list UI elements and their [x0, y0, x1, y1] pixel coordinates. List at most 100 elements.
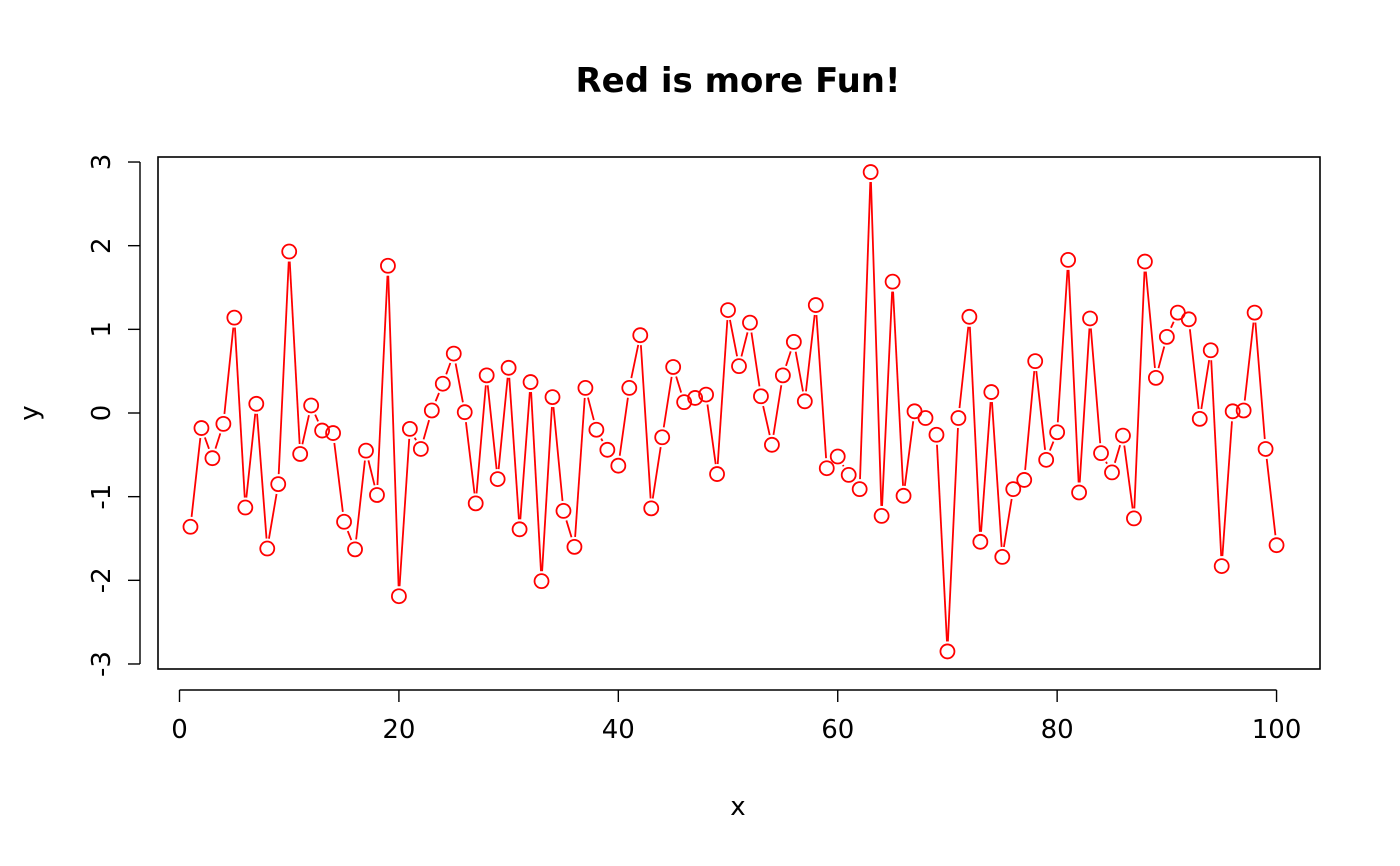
- series-segment: [740, 332, 749, 357]
- data-point: [588, 421, 605, 438]
- series-segment: [706, 404, 717, 465]
- series-segment: [475, 385, 487, 494]
- data-point: [709, 466, 725, 482]
- series-segment: [1089, 328, 1102, 444]
- data-point: [840, 467, 857, 483]
- series-segment: [541, 407, 553, 572]
- data-point: [358, 442, 374, 459]
- x-tick-label: 80: [1041, 715, 1074, 745]
- series-segment: [947, 427, 959, 642]
- data-point: [972, 533, 989, 550]
- data-point: [884, 273, 901, 290]
- series-segment: [1144, 271, 1156, 368]
- data-point: [434, 375, 451, 392]
- data-point: [895, 487, 912, 504]
- data-point: [1060, 252, 1077, 268]
- series-segment: [1078, 328, 1091, 483]
- series-segment: [1035, 370, 1046, 451]
- data-point: [1027, 353, 1044, 370]
- data-point: [182, 518, 199, 535]
- series-segment: [772, 385, 783, 436]
- series-segment: [859, 182, 872, 480]
- data-point: [753, 388, 769, 405]
- data-point: [928, 426, 945, 443]
- series-segment: [729, 319, 738, 357]
- data-point: [676, 394, 693, 411]
- data-point: [380, 257, 396, 274]
- series-segment: [750, 332, 761, 387]
- series-segment: [346, 530, 353, 541]
- data-point: [1158, 328, 1175, 345]
- data-point: [391, 588, 407, 605]
- data-point: [423, 402, 440, 419]
- series-segment: [762, 405, 771, 436]
- y-tick-label: 2: [87, 237, 117, 254]
- series-segment: [234, 327, 246, 498]
- series-segment: [903, 421, 915, 487]
- series-segment: [301, 415, 310, 445]
- data-point: [643, 500, 660, 517]
- series-segment: [486, 385, 498, 470]
- series-segment: [465, 421, 476, 494]
- series-segment: [968, 326, 981, 532]
- series-segment: [574, 397, 586, 537]
- data-point: [336, 513, 352, 530]
- data-point: [489, 471, 506, 487]
- data-point: [412, 441, 429, 457]
- series-segment: [1221, 421, 1233, 557]
- data-point: [720, 302, 736, 318]
- data-point: [347, 541, 363, 558]
- series-segment: [600, 438, 604, 442]
- series-segment: [881, 291, 894, 506]
- data-point: [1082, 310, 1098, 327]
- data-point: [1257, 441, 1274, 457]
- data-point: [1147, 369, 1164, 386]
- series-segment: [892, 291, 904, 486]
- x-tick-label: 0: [171, 715, 188, 745]
- data-point: [983, 384, 1000, 400]
- data-point: [1224, 403, 1241, 420]
- series-segment: [445, 362, 452, 375]
- data-point: [533, 573, 550, 590]
- data-point: [369, 487, 385, 503]
- data-point: [1213, 558, 1230, 574]
- series-segment: [958, 326, 970, 409]
- data-point: [731, 358, 747, 375]
- data-point: [522, 374, 539, 390]
- series-segment: [1157, 346, 1166, 369]
- data-point: [632, 327, 649, 344]
- data-point: [1049, 424, 1066, 441]
- data-point: [1137, 253, 1153, 270]
- data-point: [610, 457, 627, 474]
- data-point: [687, 390, 704, 406]
- data-point: [204, 450, 221, 467]
- data-point: [807, 297, 824, 313]
- data-point: [796, 393, 813, 410]
- y-axis-label: y: [15, 405, 45, 420]
- series-segment: [980, 401, 992, 532]
- chart-title: Red is more Fun!: [575, 61, 900, 101]
- series-segment: [367, 460, 376, 486]
- series-segment: [552, 406, 564, 502]
- data-point: [270, 476, 287, 493]
- data-point: [237, 499, 254, 516]
- series-segment: [1170, 321, 1175, 329]
- data-point: [511, 521, 528, 538]
- series-segment: [190, 437, 202, 517]
- series-segment: [870, 182, 883, 506]
- data-point: [1115, 427, 1131, 444]
- series-segment: [454, 363, 464, 403]
- data-point: [1005, 481, 1022, 498]
- series-segment: [630, 344, 640, 379]
- data-point: [544, 389, 561, 406]
- x-tick-label: 100: [1252, 715, 1302, 745]
- series-segment: [618, 397, 629, 456]
- series-segment: [314, 414, 319, 422]
- series-segment: [991, 402, 1003, 547]
- y-tick-label: 0: [87, 405, 117, 422]
- series-segment: [1123, 445, 1134, 509]
- data-point: [829, 448, 846, 465]
- plot-area-border: [157, 156, 1321, 670]
- series-segment: [1024, 371, 1036, 471]
- series-segment: [413, 437, 417, 441]
